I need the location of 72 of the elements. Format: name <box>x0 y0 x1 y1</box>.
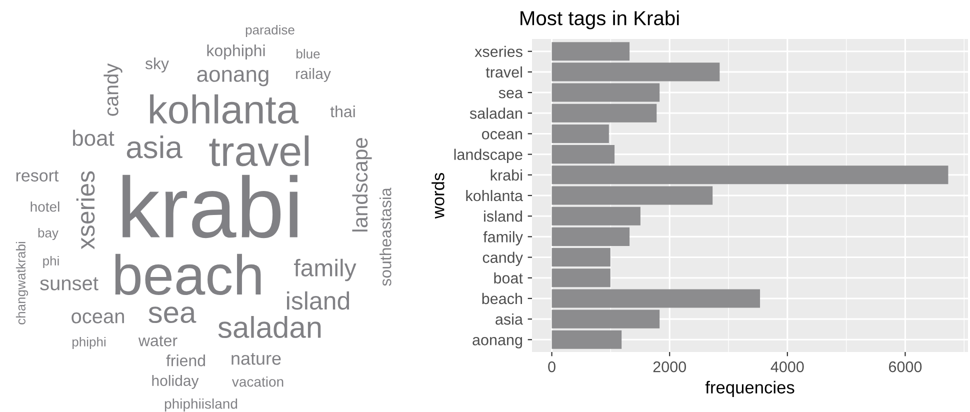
y-tick-label: beach <box>482 292 522 304</box>
text: phiphiisland <box>164 398 238 412</box>
text: saladan <box>218 316 321 338</box>
y-tick-label: ocean <box>482 131 522 140</box>
text: water <box>138 336 178 346</box>
text: friend <box>166 354 205 366</box>
bar <box>552 268 610 288</box>
text: phiphi <box>72 336 106 350</box>
text: resort <box>16 170 59 182</box>
x-axis-title: frequencies <box>705 380 794 398</box>
text: changwatkrabi <box>16 242 28 324</box>
y-tick-label: candy <box>482 252 523 266</box>
text: nature <box>232 353 281 365</box>
y-tick-label: asia <box>496 314 523 325</box>
text: aonang <box>197 70 268 86</box>
bar <box>552 289 760 308</box>
y-tick-label: boat <box>494 272 523 284</box>
bar <box>552 42 630 61</box>
y-tick-label: landscape <box>454 148 522 164</box>
text: paradise <box>246 24 294 38</box>
bar <box>552 62 720 82</box>
text: sky <box>145 58 169 72</box>
text: travel <box>209 135 309 166</box>
text: phi <box>43 256 59 268</box>
text: vacation <box>232 376 284 387</box>
bar <box>552 145 615 164</box>
text: kohlanta <box>150 94 299 124</box>
text: southeastasia <box>380 188 392 286</box>
text: hotel <box>30 201 60 212</box>
bar <box>552 227 630 246</box>
y-tick-label: xseries <box>474 46 522 58</box>
bar <box>552 206 640 226</box>
y-tick-label: kohlanta <box>466 190 523 202</box>
y-tick-label: family <box>483 231 523 246</box>
text: asia <box>126 136 182 158</box>
x-tick-label: 0 <box>548 361 556 372</box>
text: candy <box>104 63 122 116</box>
x-tick-label: 4000 <box>770 361 804 372</box>
text: ocean <box>72 312 124 324</box>
text: railay <box>296 68 331 82</box>
text: bay <box>38 228 58 240</box>
text: holiday <box>152 375 199 389</box>
bar <box>552 186 713 205</box>
y-tick-label: travel <box>486 66 522 78</box>
text: blue <box>296 48 320 58</box>
chart-title: Most tags in Krabi <box>520 10 679 30</box>
y-tick-label: aonang <box>472 336 522 348</box>
y-axis-title: words <box>432 172 444 219</box>
bar <box>552 310 660 328</box>
text: island <box>287 291 350 310</box>
x-tick-label: 2000 <box>653 361 686 372</box>
bar <box>552 330 622 349</box>
y-tick-label: sea <box>498 90 523 98</box>
bar <box>552 248 610 267</box>
text: xseries <box>76 171 95 250</box>
x-tick-label: 6000 <box>888 361 922 372</box>
text: krabi <box>122 174 298 238</box>
text: kophiphi <box>207 44 265 60</box>
bar <box>552 124 609 143</box>
text: landscape <box>352 138 372 232</box>
text: family <box>294 258 356 282</box>
bar <box>552 166 948 184</box>
y-tick-label: island <box>484 210 522 222</box>
bar <box>552 83 660 102</box>
y-tick-label: krabi <box>490 169 522 181</box>
text: sunset <box>40 277 98 290</box>
bar <box>552 104 657 122</box>
text: beach <box>115 254 261 296</box>
text: boat <box>73 130 114 146</box>
y-tick-label: saladan <box>470 108 522 119</box>
text: thai <box>330 106 355 118</box>
text: sea <box>148 306 196 324</box>
